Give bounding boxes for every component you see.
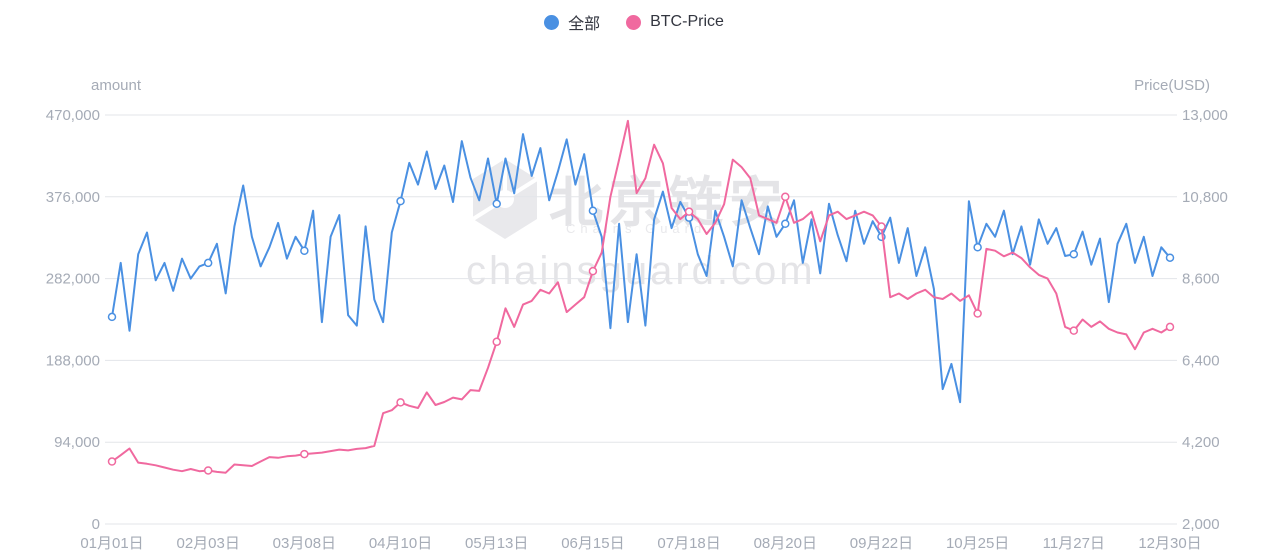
y-axis-tick-label-right: 13,000 bbox=[1182, 107, 1228, 124]
series-marker bbox=[396, 196, 405, 206]
series-marker bbox=[781, 219, 790, 229]
series-marker bbox=[588, 266, 598, 276]
x-axis-tick-label: 10月25日 bbox=[946, 535, 1009, 552]
legend-label-btc-price: BTC-Price bbox=[650, 13, 724, 30]
y-axis-tick-label-left: 188,000 bbox=[46, 352, 100, 369]
x-axis-tick-label: 11月27日 bbox=[1043, 535, 1105, 552]
series-marker bbox=[1165, 322, 1175, 332]
series-markers-0 bbox=[107, 196, 1175, 322]
series-line-0 bbox=[111, 133, 1171, 404]
series-line-1 bbox=[111, 119, 1171, 474]
legend: 全部 BTC-Price bbox=[0, 10, 1268, 34]
series-marker bbox=[781, 192, 790, 202]
series-markers-1 bbox=[107, 192, 1175, 475]
series-marker bbox=[300, 449, 309, 459]
legend-dot-all-icon bbox=[544, 14, 560, 30]
x-axis-tick-label: 03月08日 bbox=[273, 535, 336, 552]
x-axis-tick-label: 01月01日 bbox=[80, 535, 143, 552]
y-axis-tick-label-left: 376,000 bbox=[46, 189, 100, 206]
x-axis-tick-label: 06月15日 bbox=[561, 535, 624, 552]
series-marker bbox=[492, 199, 501, 209]
y-axis-tick-labels: 0 2,000 94,000 4,200 188,000 6,400 282,000 8,60… bbox=[46, 107, 1228, 533]
watermark-hexagon-logo-icon bbox=[471, 159, 539, 239]
x-axis-tick-label: 09月22日 bbox=[850, 535, 913, 552]
series-marker bbox=[684, 207, 694, 216]
series-marker bbox=[877, 222, 886, 231]
x-axis-tick-label: 08月20日 bbox=[754, 535, 817, 552]
x-axis-tick-label: 04月10日 bbox=[369, 535, 432, 552]
series-marker bbox=[203, 258, 213, 268]
y-axis-tick-label-left: 0 bbox=[92, 516, 100, 533]
legend-item-btc-price[interactable]: BTC-Price bbox=[626, 10, 724, 34]
series-marker bbox=[1069, 249, 1079, 259]
series-marker bbox=[203, 466, 213, 475]
y-axis-tick-label-left: 282,000 bbox=[46, 271, 100, 288]
series-marker bbox=[588, 206, 598, 215]
series-marker bbox=[1165, 253, 1175, 262]
y-axis-tick-label-right: 10,800 bbox=[1182, 189, 1228, 206]
series-marker bbox=[396, 398, 405, 407]
x-axis-tick-label: 02月03日 bbox=[176, 535, 239, 552]
gridlines bbox=[105, 114, 1177, 525]
right-axis-title: Price(USD) bbox=[1134, 77, 1210, 94]
y-axis-tick-label-left: 94,000 bbox=[54, 434, 100, 451]
y-axis-tick-label-right: 6,400 bbox=[1182, 352, 1220, 369]
left-axis-title: amount bbox=[91, 77, 142, 94]
x-axis-tick-label: 05月13日 bbox=[465, 535, 528, 552]
legend-label-all: 全部 bbox=[568, 16, 601, 33]
x-axis-tick-label: 12月30日 bbox=[1138, 535, 1201, 552]
y-axis-tick-label-right: 2,000 bbox=[1182, 516, 1220, 533]
legend-dot-btc-price-icon bbox=[626, 14, 642, 30]
series-marker bbox=[973, 309, 982, 318]
series-marker bbox=[300, 246, 309, 256]
series-marker bbox=[1069, 326, 1079, 335]
x-axis-tick-label: 07月18日 bbox=[657, 535, 720, 552]
series-marker bbox=[107, 312, 117, 322]
y-axis-tick-label-left: 470,000 bbox=[46, 107, 100, 124]
x-axis-tick-labels: 01月01日 02月03日 03月08日 04月10日 05月13日 06月15日 07月1… bbox=[80, 535, 1201, 552]
y-axis-tick-label-right: 8,600 bbox=[1182, 271, 1220, 288]
legend-item-all[interactable]: 全部 bbox=[544, 10, 600, 34]
series-marker bbox=[107, 457, 117, 466]
series-marker bbox=[492, 337, 501, 347]
series-marker bbox=[973, 243, 982, 252]
y-axis-tick-label-right: 4,200 bbox=[1182, 434, 1220, 451]
